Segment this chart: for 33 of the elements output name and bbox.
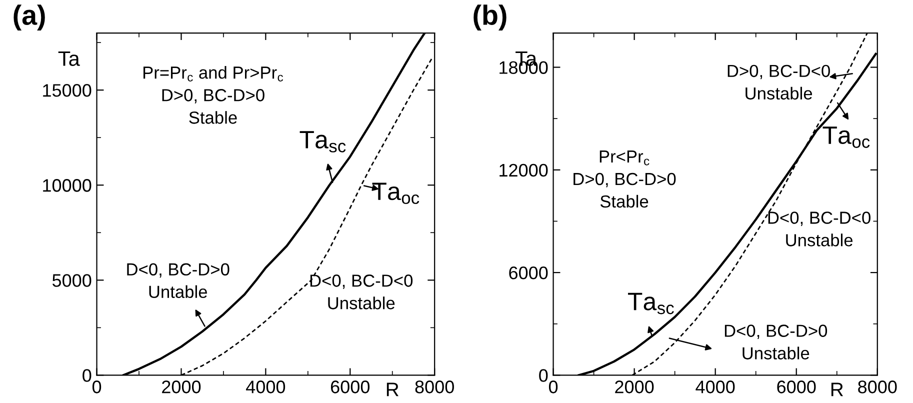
y-tick-label: 0: [82, 369, 92, 382]
x-tick-label: 6000: [330, 380, 370, 394]
x-tick-label: 4000: [696, 380, 735, 394]
x-axis-title: R: [831, 382, 843, 396]
y-tick-label: 12000: [500, 164, 548, 177]
x-tick-label: 0: [548, 380, 558, 394]
annotation: D<0, BC-D>0 Untable: [127, 263, 230, 298]
annotation: D<0, BC-D<0 Unstable: [310, 274, 413, 310]
y-tick-label: 10000: [43, 179, 92, 192]
chart-title: (b): [474, 4, 506, 30]
x-tick-label: 8000: [858, 380, 897, 394]
annotation: D<0, BC-D>0 Unstable: [724, 324, 828, 360]
chart-title: (a): [14, 4, 45, 30]
y-tick-label: 15000: [43, 84, 92, 97]
x-axis-title: R: [386, 382, 398, 396]
y-tick-label: 6000: [509, 266, 548, 280]
y-tick-label: 5000: [52, 274, 92, 287]
annotation: D<0, BC-D<0 Unstable: [768, 212, 870, 246]
x-tick-label: 2000: [615, 380, 654, 394]
annotation: Ta$_{sc}$: [628, 292, 674, 314]
annotation: Ta$_{oc}$: [372, 182, 420, 204]
annotation: Ta$_{sc}$: [300, 131, 346, 152]
annotation: Ta$_{oc}$: [822, 126, 870, 148]
y-tick-label: 0: [539, 369, 548, 382]
x-tick-label: 2000: [162, 380, 201, 394]
x-tick-label: 8000: [415, 380, 454, 394]
x-tick-label: 0: [92, 380, 102, 394]
text: Pr=Pr$_{c}$ and Pr>Pr$_{c}$ D>0, BC-D>0 Stable: [143, 66, 284, 124]
x-tick-label: 4000: [246, 380, 286, 394]
annotation: D>0, BC-D<0 Unstable: [728, 64, 830, 100]
x-tick-label: 6000: [777, 380, 816, 394]
annotation: Pr<Pr$_{c}$ D>0, BC-D>0 Stable: [574, 150, 676, 208]
y-axis-title: Ta: [58, 51, 80, 66]
